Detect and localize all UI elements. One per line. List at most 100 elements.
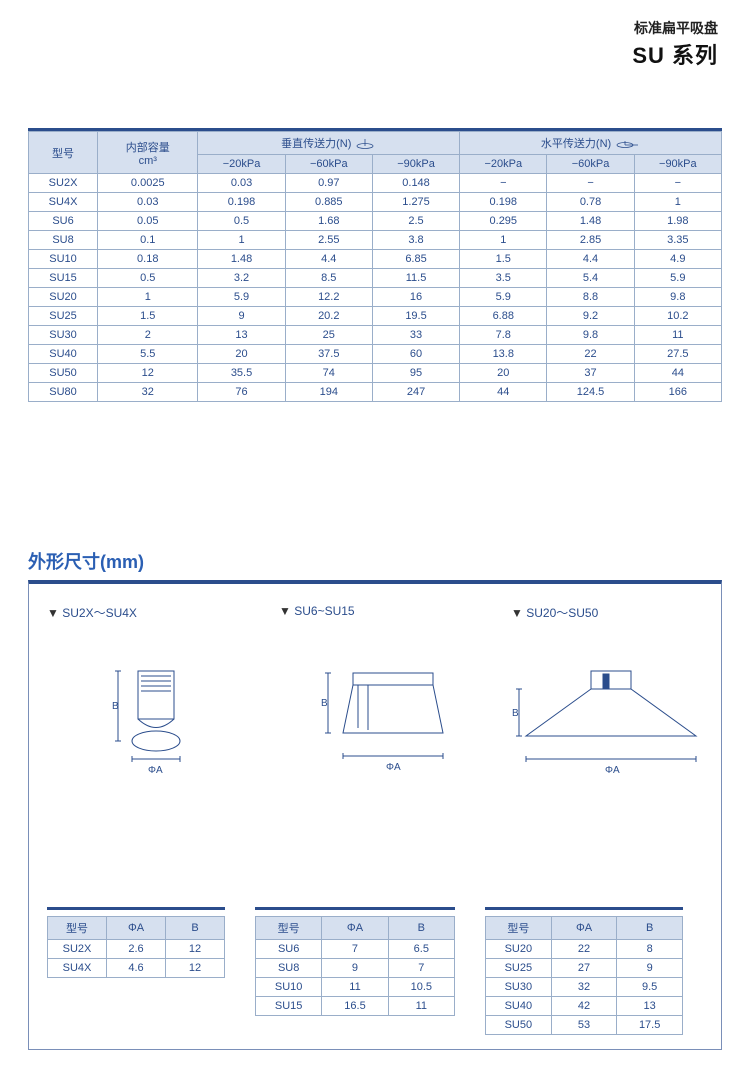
table-cell: SU30 [29, 326, 98, 345]
table-cell: 16 [372, 288, 459, 307]
table-cell: 11.5 [372, 269, 459, 288]
table-cell: 1 [634, 193, 721, 212]
table-cell: 35.5 [198, 364, 285, 383]
col-model: 型号 [29, 132, 98, 174]
table-cell: 20.2 [285, 307, 372, 326]
header-subtitle: 标准扁平吸盘 [632, 18, 718, 38]
table-cell: 0.1 [98, 231, 198, 250]
table-cell: 9.8 [634, 288, 721, 307]
table-cell: 0.03 [198, 174, 285, 193]
table-cell: SU40 [486, 997, 552, 1016]
dimensions-box: SU2X～SU4X B ΦA SU6~SU15 [28, 580, 722, 1050]
small-table-1: 型号ΦABSU2X2.612SU4X4.612 [47, 916, 225, 978]
dim-phia-label: ΦA [148, 765, 163, 776]
table-row: SU3021325337.89.811 [29, 326, 722, 345]
table-cell: 7.8 [460, 326, 547, 345]
table-cell: 76 [198, 383, 285, 402]
table-cell: 0.5 [98, 269, 198, 288]
small-table-2: 型号ΦABSU676.5SU897SU101110.5SU1516.511 [255, 916, 455, 1016]
table-cell: 12 [166, 959, 225, 978]
table-cell: 5.9 [460, 288, 547, 307]
small-table-top-border [47, 907, 225, 910]
table-header-cell: 型号 [48, 917, 107, 940]
table-cell: 8 [617, 940, 683, 959]
svg-text:B: B [512, 708, 519, 719]
table-cell: 12.2 [285, 288, 372, 307]
table-cell: 4.9 [634, 250, 721, 269]
svg-text:ΦA: ΦA [386, 762, 401, 773]
col-horizontal-label: 水平传送力(N) [541, 138, 611, 150]
small-table-1-wrap: 型号ΦABSU2X2.612SU4X4.612 [47, 907, 225, 978]
table-cell: SU6 [256, 940, 322, 959]
table-cell: 9.5 [617, 978, 683, 997]
vertical-icon [354, 139, 376, 149]
table-cell: 12 [98, 364, 198, 383]
table-header-row: 型号ΦAB [256, 917, 455, 940]
table-row: SU251.5920.219.56.889.210.2 [29, 307, 722, 326]
table-header-row: 型号ΦAB [486, 917, 683, 940]
dims-group-3: SU20～SU50 B ΦA [511, 602, 711, 806]
table-cell: 1.68 [285, 212, 372, 231]
table-row: SU60.050.51.682.50.2951.481.98 [29, 212, 722, 231]
table-cell: 1.5 [98, 307, 198, 326]
table-header-cell: B [617, 917, 683, 940]
table-cell: 27 [551, 959, 617, 978]
table-cell: 6.5 [388, 940, 454, 959]
table-cell: 0.295 [460, 212, 547, 231]
dimensions-section-title: 外形尺寸(mm) [28, 548, 144, 574]
table-cell: 247 [372, 383, 459, 402]
table-cell: 3.5 [460, 269, 547, 288]
table-cell: 3.8 [372, 231, 459, 250]
table-cell: 2 [98, 326, 198, 345]
table-cell: 1.5 [460, 250, 547, 269]
col-horizontal: 水平传送力(N) [460, 132, 722, 155]
table-cell: 3.35 [634, 231, 721, 250]
table-cell: SU4X [48, 959, 107, 978]
table-cell: 22 [551, 940, 617, 959]
table-cell: 6.88 [460, 307, 547, 326]
table-cell: 60 [372, 345, 459, 364]
table-cell: 5.5 [98, 345, 198, 364]
table-cell: 13 [617, 997, 683, 1016]
table-cell: 0.198 [198, 193, 285, 212]
table-row: SU501235.57495203744 [29, 364, 722, 383]
table-row: SU2X0.00250.030.970.148−−− [29, 174, 722, 193]
table-cell: − [460, 174, 547, 193]
table-cell: − [547, 174, 634, 193]
diagram-1: B ΦA [47, 641, 265, 801]
diagram-2: B ΦA [279, 638, 497, 798]
col-vertical: 垂直传送力(N) [198, 132, 460, 155]
table-cell: 1 [198, 231, 285, 250]
table-cell: 53 [551, 1016, 617, 1035]
table-cell: SU6 [29, 212, 98, 231]
table-row: SU30329.5 [486, 978, 683, 997]
small-table-2-wrap: 型号ΦABSU676.5SU897SU101110.5SU1516.511 [255, 907, 455, 1016]
table-cell: 44 [634, 364, 721, 383]
col-vertical-label: 垂直传送力(N) [281, 138, 351, 150]
table-cell: 17.5 [617, 1016, 683, 1035]
table-cell: SU15 [29, 269, 98, 288]
col-volume-unit: cm³ [139, 155, 157, 167]
table-header-cell: 型号 [486, 917, 552, 940]
table-cell: 37.5 [285, 345, 372, 364]
table-cell: 2.5 [372, 212, 459, 231]
table-cell: 5.4 [547, 269, 634, 288]
table-cell: 1.48 [547, 212, 634, 231]
table-cell: 0.78 [547, 193, 634, 212]
table-cell: SU50 [29, 364, 98, 383]
table-cell: 124.5 [547, 383, 634, 402]
table-cell: 4.4 [285, 250, 372, 269]
table-cell: 9.8 [547, 326, 634, 345]
table-cell: 19.5 [372, 307, 459, 326]
table-header-cell: ΦA [551, 917, 617, 940]
table-cell: 5.9 [634, 269, 721, 288]
table-cell: 194 [285, 383, 372, 402]
table-cell: 2.6 [107, 940, 166, 959]
col-h20: −20kPa [460, 155, 547, 174]
header-title: SU 系列 [632, 38, 718, 70]
spec-table-container: 型号 内部容量 cm³ 垂直传送力(N) 水平传送力(N) −20kPa −60… [28, 128, 722, 402]
dims-label-2: SU6~SU15 [279, 604, 497, 618]
table-cell: 1.48 [198, 250, 285, 269]
table-cell: 32 [98, 383, 198, 402]
table-cell: 33 [372, 326, 459, 345]
